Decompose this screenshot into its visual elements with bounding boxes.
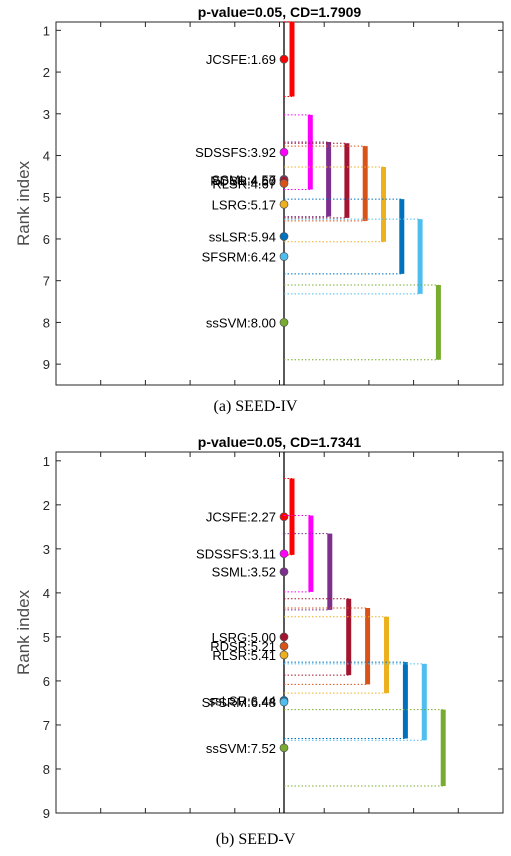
chart-title: p-value=0.05, CD=1.7341: [198, 434, 362, 450]
method-label: SSML:3.52: [212, 565, 276, 580]
rank-marker: [279, 232, 289, 241]
rank-marker: [279, 512, 289, 522]
rank-marker: [279, 252, 289, 261]
y-tick-label: 8: [43, 315, 50, 330]
y-tick-label: 7: [43, 718, 50, 733]
y-tick-label: 9: [43, 806, 50, 821]
chart-panel-seed-iv: p-value=0.05, CD=1.7909 Rank index 1 2 3 4 5 6 7…: [0, 0, 511, 395]
cd-chart-seed-v: p-value=0.05, CD=1.7341 Rank index 1 2 3 4 5 6 7…: [14, 434, 504, 821]
method-label: ssSVM:8.00: [206, 315, 276, 330]
y-tick-label: 4: [43, 149, 50, 164]
caption-seed-iv: (a) SEED-IV: [213, 398, 298, 415]
y-tick-label: 1: [43, 454, 50, 469]
y-tick-label: 6: [43, 232, 50, 247]
y-tick-label: 8: [43, 762, 50, 777]
method-label: ssSVM:7.52: [206, 741, 276, 756]
method-label: RLSR:5.41: [212, 648, 276, 663]
y-tick-label: 7: [43, 274, 50, 289]
chart-title: p-value=0.05, CD=1.7909: [198, 4, 362, 20]
plot-frame: [55, 451, 504, 814]
method-label: RLSR:4.67: [212, 176, 276, 191]
y-tick-label: 4: [43, 586, 50, 601]
method-label: LSRG:5.00: [212, 630, 276, 645]
method-label: ssLSR:5.94: [209, 229, 276, 244]
y-tick-label: 9: [43, 357, 50, 372]
method-label: SFSRM:6.48: [202, 695, 276, 710]
y-tick-label: 6: [43, 674, 50, 689]
y-tick-label: 5: [43, 190, 50, 205]
rank-marker: [279, 650, 289, 660]
rank-marker: [279, 743, 289, 753]
method-label: ssLSR:6.44: [209, 693, 276, 708]
y-tick-label: 5: [43, 630, 50, 645]
rank-marker: [279, 632, 289, 642]
method-label: JCSFE:2.27: [206, 510, 276, 525]
rank-marker: [279, 567, 289, 577]
rank-marker: [279, 549, 289, 559]
method-label: SSML:4.57: [212, 172, 276, 187]
method-label: SFSRM:6.42: [202, 249, 276, 264]
y-axis-label: Rank index: [14, 160, 33, 246]
rank-marker: [279, 147, 289, 157]
rank-marker: [279, 179, 289, 188]
caption-seed-v: (b) SEED-V: [215, 831, 296, 848]
method-label: SDSSFS:3.92: [195, 145, 276, 160]
y-tick-label: 3: [43, 107, 50, 122]
y-tick-label: 3: [43, 542, 50, 557]
method-label: JCSFE:1.69: [206, 52, 276, 67]
y-tick-label: 2: [43, 65, 50, 80]
y-tick-label: 2: [43, 498, 50, 513]
y-axis-label: Rank index: [14, 589, 33, 675]
chart-panel-seed-v: p-value=0.05, CD=1.7341 Rank index 1 2 3 4 5 6 7…: [0, 425, 511, 830]
method-label: LSRG:5.17: [212, 197, 276, 212]
y-tick-label: 1: [43, 23, 50, 38]
method-label: RDSR:5.21: [210, 639, 276, 654]
rank-marker: [279, 54, 289, 64]
cd-chart-seed-iv: p-value=0.05, CD=1.7909 Rank index 1 2 3 4 5 6 7…: [14, 4, 504, 386]
rank-marker: [279, 697, 289, 707]
method-label: SDSSFS:3.11: [196, 547, 276, 562]
rank-marker: [279, 641, 289, 651]
rank-marker: [279, 199, 289, 209]
rank-marker: [279, 318, 289, 327]
method-label: RDSR:4.60: [210, 174, 276, 189]
